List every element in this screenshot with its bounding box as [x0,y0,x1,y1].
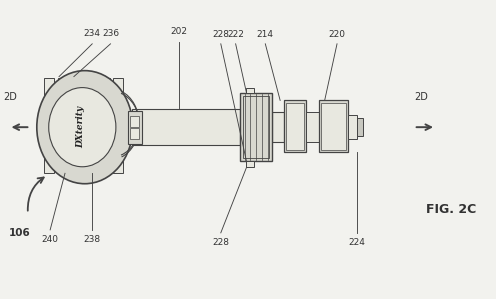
Text: 2D: 2D [3,92,17,103]
Bar [128,111,142,144]
Ellipse shape [37,71,133,184]
Bar [85,78,96,103]
Bar [348,115,357,139]
Text: 228: 228 [212,30,229,39]
Text: 234: 234 [84,29,101,38]
Text: 238: 238 [84,235,101,244]
Bar [58,148,68,173]
Bar [243,96,269,158]
Bar [132,109,240,145]
Text: DXterity: DXterity [76,106,85,148]
Bar [286,103,305,150]
Bar [44,148,54,173]
Text: 240: 240 [42,235,59,244]
Bar [272,112,284,142]
Bar [307,112,319,142]
Bar [113,148,124,173]
Bar [44,78,54,103]
Bar [357,118,363,136]
Text: 224: 224 [348,238,365,247]
Text: 222: 222 [227,30,244,39]
Bar [58,78,68,103]
Bar [85,148,96,173]
Bar [240,93,272,161]
Bar [71,148,82,173]
Bar [246,88,254,93]
Bar [113,78,124,103]
Ellipse shape [49,88,116,167]
Text: 214: 214 [257,30,274,39]
Text: 2D: 2D [414,92,428,103]
Bar [99,78,110,103]
Text: 236: 236 [102,29,119,38]
Bar [99,148,110,173]
Text: 228: 228 [212,238,229,247]
Bar [319,100,348,152]
Text: 220: 220 [328,30,346,39]
Text: FIG. 2C: FIG. 2C [426,202,476,216]
Bar [284,100,307,152]
Bar [71,78,82,103]
Text: 202: 202 [170,28,187,36]
Bar [130,128,139,139]
Text: 106: 106 [8,228,30,238]
Bar [321,103,346,150]
Bar [130,117,139,127]
Bar [246,161,254,167]
